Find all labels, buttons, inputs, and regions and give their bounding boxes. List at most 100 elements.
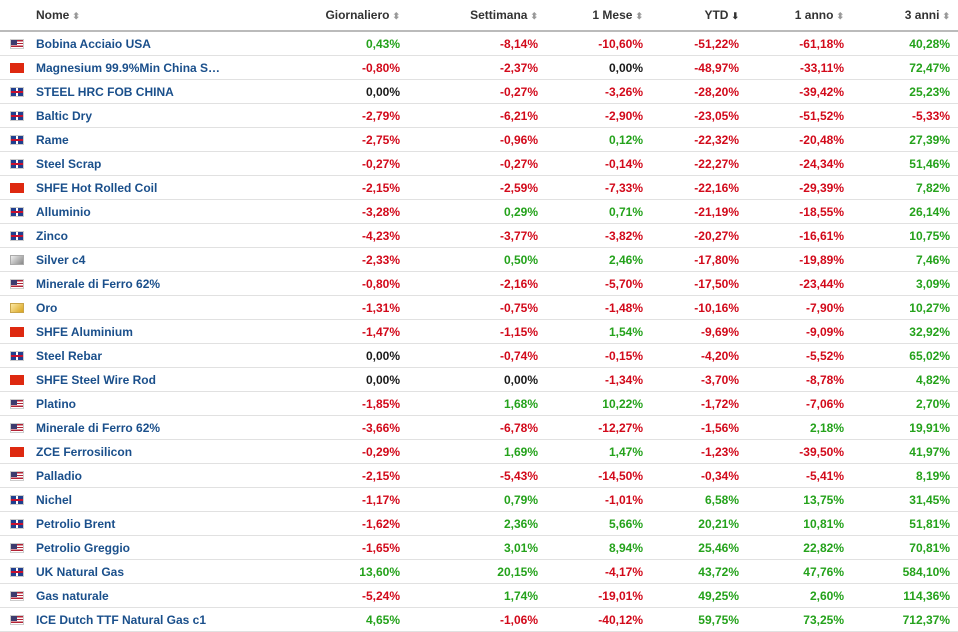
change-month-cell: -7,33% <box>546 175 651 200</box>
instrument-link[interactable]: Steel Scrap <box>36 156 102 171</box>
uk-flag-icon <box>10 206 24 217</box>
instrument-link[interactable]: STEEL HRC FOB CHINA <box>36 84 174 99</box>
instrument-link[interactable]: SHFE Steel Wire Rod <box>36 372 156 387</box>
change-month-cell: -0,14% <box>546 151 651 176</box>
change-month-cell: -10,60% <box>546 31 651 56</box>
table-row[interactable]: Baltic Dry -2,79% -6,21% -2,90% -23,05% -51,5… <box>0 103 958 128</box>
change-ytd-cell: -4,20% <box>651 343 747 368</box>
column-header-year[interactable]: 1 anno ⬍ <box>747 0 852 32</box>
change-three-cell: 584,10% <box>852 559 958 584</box>
table-row[interactable]: SHFE Hot Rolled Coil -2,15% -2,59% -7,33% -2… <box>0 175 958 200</box>
sort-icon: ⬍ <box>836 11 844 21</box>
change-three-cell: 19,91% <box>852 415 958 440</box>
table-row[interactable]: SHFE Aluminium -1,47% -1,15% 1,54% -9,69% -9,… <box>0 319 958 344</box>
table-row[interactable]: Petrolio Greggio -1,65% 3,01% 8,94% 25,46% 22… <box>0 535 958 560</box>
change-month-cell: -4,17% <box>546 559 651 584</box>
table-row[interactable]: Zinco -4,23% -3,77% -3,82% -20,27% -16,61% 10,… <box>0 223 958 248</box>
table-row[interactable]: Nichel -1,17% 0,79% -1,01% 6,58% 13,75% 31,45% <box>0 487 958 512</box>
table-row[interactable]: Palladio -2,15% -5,43% -14,50% -0,34% -5,41% 8… <box>0 463 958 488</box>
table-row[interactable]: Magnesium 99.9%Min China S… -0,80% -2,37% 0… <box>0 55 958 80</box>
china-flag-icon <box>10 446 24 457</box>
instrument-link[interactable]: Petrolio Greggio <box>36 540 131 555</box>
change-weekly-cell: -0,74% <box>408 343 546 368</box>
china-flag-icon <box>10 326 24 337</box>
instrument-cell: Nichel <box>0 487 230 512</box>
change-year-cell: -7,90% <box>747 295 852 320</box>
table-row[interactable]: Minerale di Ferro 62% -0,80% -2,16% -5,70% -… <box>0 271 958 296</box>
instrument-link[interactable]: Gas naturale <box>36 588 109 603</box>
table-row[interactable]: Steel Scrap -0,27% -0,27% -0,14% -22,27% -24,… <box>0 151 958 176</box>
change-ytd-cell: -1,56% <box>651 415 747 440</box>
table-row[interactable]: STEEL HRC FOB CHINA 0,00% -0,27% -3,26% -28,… <box>0 79 958 104</box>
instrument-link[interactable]: Palladio <box>36 468 83 483</box>
instrument-link[interactable]: SHFE Aluminium <box>36 324 133 339</box>
instrument-link[interactable]: Silver c4 <box>36 252 86 267</box>
table-row[interactable]: Silver c4 -2,33% 0,50% 2,46% -17,80% -19,89% 7… <box>0 247 958 272</box>
us-flag-icon <box>10 398 24 409</box>
instrument-link[interactable]: Steel Rebar <box>36 348 103 363</box>
table-row[interactable]: Gas naturale -5,24% 1,74% -19,01% 49,25% 2,60… <box>0 583 958 608</box>
instrument-link[interactable]: Zinco <box>36 228 68 243</box>
uk-flag-icon <box>10 110 24 121</box>
instrument-link[interactable]: Minerale di Ferro 62% <box>36 276 161 291</box>
change-weekly-cell: -0,75% <box>408 295 546 320</box>
change-year-cell: -18,55% <box>747 199 852 224</box>
instrument-cell: Gas naturale <box>0 583 230 608</box>
us-flag-icon <box>10 614 24 625</box>
column-header-weekly[interactable]: Settimana ⬍ <box>408 0 546 32</box>
column-header-name[interactable]: Nome ⬍ <box>0 0 230 32</box>
instrument-link[interactable]: Magnesium 99.9%Min China S… <box>36 60 221 75</box>
change-ytd-cell: -17,50% <box>651 271 747 296</box>
change-year-cell: -29,39% <box>747 175 852 200</box>
instrument-link[interactable]: ZCE Ferrosilicon <box>36 444 133 459</box>
change-three-cell: 65,02% <box>852 343 958 368</box>
instrument-link[interactable]: Oro <box>36 300 58 315</box>
instrument-link[interactable]: Minerale di Ferro 62% <box>36 420 161 435</box>
instrument-link[interactable]: Rame <box>36 132 69 147</box>
table-row[interactable]: ZCE Ferrosilicon -0,29% 1,69% 1,47% -1,23% -3… <box>0 439 958 464</box>
instrument-link[interactable]: Bobina Acciaio USA <box>36 36 151 51</box>
change-three-cell: 26,14% <box>852 199 958 224</box>
table-row[interactable]: Alluminio -3,28% 0,29% 0,71% -21,19% -18,55% 2… <box>0 199 958 224</box>
change-ytd-cell: -0,34% <box>651 463 747 488</box>
change-month-cell: -1,01% <box>546 487 651 512</box>
instrument-cell: Steel Scrap <box>0 151 230 176</box>
instrument-link[interactable]: Platino <box>36 396 77 411</box>
change-ytd-cell: -22,32% <box>651 127 747 152</box>
instrument-link[interactable]: Petrolio Brent <box>36 516 116 531</box>
change-weekly-cell: -1,15% <box>408 319 546 344</box>
change-year-cell: -5,52% <box>747 343 852 368</box>
change-ytd-cell: 20,21% <box>651 511 747 536</box>
column-header-three-years[interactable]: 3 anni ⬍ <box>852 0 958 32</box>
table-row[interactable]: UK Natural Gas 13,60% 20,15% -4,17% 43,72% 47… <box>0 559 958 584</box>
table-row[interactable]: Oro -1,31% -0,75% -1,48% -10,16% -7,90% 10,27% <box>0 295 958 320</box>
instrument-link[interactable]: UK Natural Gas <box>36 564 125 579</box>
change-month-cell: -40,12% <box>546 607 651 632</box>
change-month-cell: -12,27% <box>546 415 651 440</box>
instrument-link[interactable]: SHFE Hot Rolled Coil <box>36 180 158 195</box>
table-row[interactable]: Platino -1,85% 1,68% 10,22% -1,72% -7,06% 2,70… <box>0 391 958 416</box>
change-three-cell: 8,19% <box>852 463 958 488</box>
instrument-link[interactable]: Alluminio <box>36 204 91 219</box>
change-weekly-cell: 0,29% <box>408 199 546 224</box>
change-month-cell: -19,01% <box>546 583 651 608</box>
change-three-cell: 31,45% <box>852 487 958 512</box>
column-header-month[interactable]: 1 Mese ⬍ <box>546 0 651 32</box>
table-row[interactable]: ICE Dutch TTF Natural Gas c1 4,65% -1,06% -… <box>0 607 958 632</box>
table-row[interactable]: Minerale di Ferro 62% -3,66% -6,78% -12,27%… <box>0 415 958 440</box>
change-three-cell: 51,81% <box>852 511 958 536</box>
column-header-daily[interactable]: Giornaliero ⬍ <box>230 0 408 32</box>
table-row[interactable]: Rame -2,75% -0,96% 0,12% -22,32% -20,48% 27,39… <box>0 127 958 152</box>
us-flag-icon <box>10 422 24 433</box>
instrument-link[interactable]: Baltic Dry <box>36 108 93 123</box>
change-year-cell: -39,42% <box>747 79 852 104</box>
table-row[interactable]: Steel Rebar 0,00% -0,74% -0,15% -4,20% -5,52%… <box>0 343 958 368</box>
table-row[interactable]: SHFE Steel Wire Rod 0,00% 0,00% -1,34% -3,70… <box>0 367 958 392</box>
table-row[interactable]: Bobina Acciaio USA 0,43% -8,14% -10,60% -51,… <box>0 31 958 56</box>
table-row[interactable]: Petrolio Brent -1,62% 2,36% 5,66% 20,21% 10,8… <box>0 511 958 536</box>
instrument-link[interactable]: ICE Dutch TTF Natural Gas c1 <box>36 612 207 627</box>
column-header-ytd[interactable]: YTD ⬇ <box>651 0 747 32</box>
instrument-link[interactable]: Nichel <box>36 492 73 507</box>
change-daily-cell: -1,17% <box>230 487 408 512</box>
